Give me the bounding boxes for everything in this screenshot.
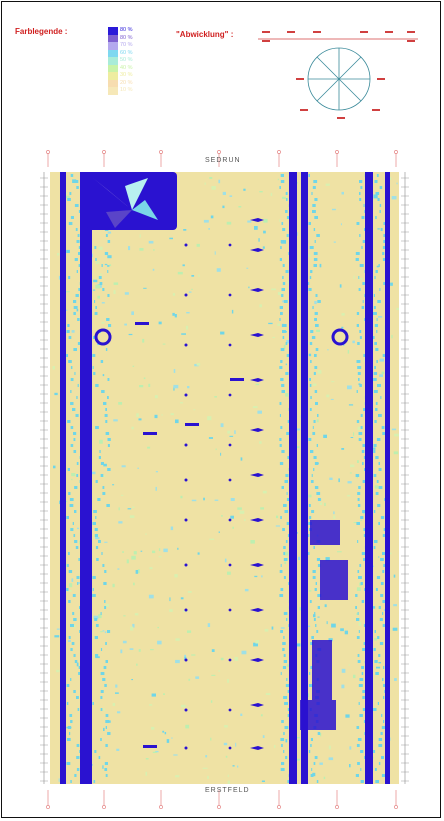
bottom-label: ERSTFELD <box>205 787 250 794</box>
legend-swatch <box>108 34 118 42</box>
legend-swatch <box>108 87 118 95</box>
legend-swatch <box>108 64 118 72</box>
legend-swatch <box>108 42 118 50</box>
legend-label: 70 % <box>120 42 133 48</box>
legend-swatch <box>108 49 118 57</box>
abwicklung-circle <box>307 47 371 111</box>
plan-axes <box>40 150 409 809</box>
abwicklung-title: "Abwicklung" : <box>176 30 234 39</box>
plan-marks <box>94 218 349 750</box>
plan-corner-wedge <box>93 178 158 228</box>
legend-swatch <box>108 57 118 65</box>
legend-swatch <box>108 72 118 80</box>
legend-labels: 80 % 80 % 70 % 60 % 50 % 40 % 30 % 20 % 10 % <box>120 27 133 95</box>
plan-base <box>50 172 399 784</box>
legend-label: 10 % <box>120 87 133 93</box>
legend-label: 50 % <box>120 57 133 63</box>
plan-texture <box>52 174 399 784</box>
legend-label: 80 % <box>120 34 133 41</box>
legend-title: Farblegende : <box>15 27 68 36</box>
legend-label: 40 % <box>120 64 133 71</box>
legend-swatches <box>108 27 118 95</box>
legend-label: 30 % <box>120 72 133 78</box>
legend-swatch <box>108 79 118 87</box>
legend-label: 20 % <box>120 79 133 86</box>
legend-label: 80 % <box>120 27 133 33</box>
abwicklung-diagram <box>258 31 418 119</box>
legend-swatch <box>108 27 118 35</box>
top-label: SEDRUN <box>205 157 241 164</box>
legend-label: 60 % <box>120 49 133 56</box>
